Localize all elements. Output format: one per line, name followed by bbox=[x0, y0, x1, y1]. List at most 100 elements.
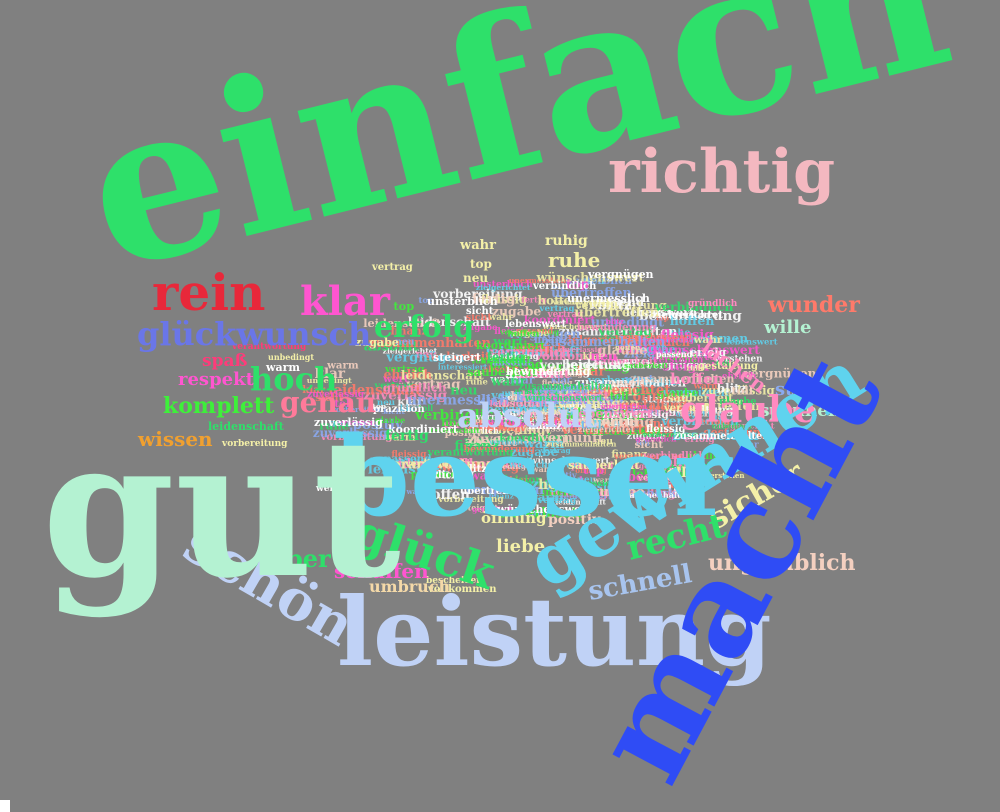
filler-word: passend bbox=[577, 415, 639, 431]
word-stark: stark bbox=[775, 379, 828, 400]
filler-word: erfolg bbox=[552, 394, 588, 406]
filler-word: finanz bbox=[611, 449, 647, 461]
filler-word: zugabe bbox=[510, 445, 558, 459]
filler-word: sauberkeit bbox=[540, 381, 604, 394]
filler-word: verbindlich bbox=[414, 408, 503, 424]
word-liebe: liebe bbox=[496, 536, 545, 557]
filler-word: ruhig bbox=[618, 342, 657, 357]
filler-word: absolut bbox=[495, 397, 540, 410]
filler-word: neu bbox=[590, 350, 618, 365]
filler-word: vorbereitung bbox=[432, 286, 523, 301]
filler-word: gestaltung bbox=[621, 398, 691, 412]
filler-word: neu bbox=[655, 478, 678, 491]
filler-word: fleissig bbox=[494, 326, 531, 337]
filler-word: vorbereitung bbox=[560, 401, 628, 412]
filler-word: ehrlich bbox=[384, 368, 433, 382]
word-bescheiden: bescheiden bbox=[426, 576, 483, 586]
filler-word: wünschenswert bbox=[653, 342, 760, 357]
filler-word: warm bbox=[592, 475, 618, 484]
filler-word: klar bbox=[526, 389, 545, 399]
filler-word: verbindlich bbox=[489, 344, 571, 359]
filler-word: passend bbox=[384, 453, 432, 465]
filler-word: übertreffen bbox=[678, 399, 761, 414]
filler-word: leidenschaft bbox=[328, 383, 422, 399]
filler-word: wünschenswert bbox=[529, 455, 611, 466]
filler-word: vergnügen bbox=[662, 386, 729, 399]
filler-word: finanz bbox=[534, 335, 568, 346]
filler-word: finanz bbox=[489, 492, 514, 501]
filler-word: vergnügen bbox=[556, 396, 639, 412]
filler-word: toll bbox=[581, 418, 602, 432]
filler-word: ruhe bbox=[529, 412, 562, 427]
filler-word: bewunderung bbox=[577, 321, 657, 333]
word-vernunft: vernunft bbox=[663, 403, 713, 414]
filler-word: neu bbox=[377, 398, 396, 408]
word-öffnung: öffnung bbox=[481, 509, 547, 527]
filler-word: hoffen bbox=[508, 391, 538, 401]
filler-word: zielgerichtet bbox=[383, 347, 438, 356]
filler-word: neu bbox=[395, 336, 415, 347]
filler-word: erfolg bbox=[516, 343, 550, 355]
filler-word: toll bbox=[636, 438, 650, 447]
filler-word: lebenswert bbox=[505, 413, 555, 423]
filler-word: zusammenhalten bbox=[519, 382, 613, 393]
filler-word: zusammenhalten bbox=[614, 490, 692, 500]
filler-word: klar bbox=[583, 351, 605, 362]
filler-word: übertreffen bbox=[574, 305, 659, 320]
filler-word: zuverlässig bbox=[514, 424, 572, 435]
word-koordiniert: koordiniert bbox=[388, 423, 459, 436]
filler-word: vollkommen bbox=[664, 331, 749, 345]
word-passend: passend bbox=[656, 349, 693, 359]
filler-word: leidenschaft bbox=[565, 357, 651, 372]
filler-word: erfolg bbox=[488, 416, 523, 428]
filler-word: vorbereitung bbox=[642, 430, 699, 439]
filler-word: top bbox=[583, 463, 604, 477]
filler-word: vergnügen bbox=[646, 360, 708, 372]
word-richtig: richtig bbox=[608, 137, 835, 207]
filler-word: erfolg bbox=[690, 346, 727, 359]
filler-word: übertreffen bbox=[550, 383, 638, 399]
filler-word: vernunft bbox=[598, 335, 642, 345]
filler-word: neu bbox=[450, 383, 478, 398]
filler-word: ehrlich bbox=[550, 395, 585, 405]
filler-word: verbindlich bbox=[661, 414, 739, 428]
word-vergnügen: vergnügen bbox=[587, 268, 654, 281]
filler-word: vertrag bbox=[405, 378, 460, 393]
filler-word: wünschenswert bbox=[524, 393, 604, 404]
word-wahr: wahr bbox=[459, 238, 496, 253]
filler-word: bescheiden bbox=[516, 390, 601, 406]
filler-word: vernunft bbox=[614, 417, 672, 431]
filler-word: hoffen bbox=[615, 343, 640, 352]
filler-word: zusammenhalten bbox=[546, 439, 617, 448]
word-verbindlich: verbindlich bbox=[532, 281, 597, 292]
filler-word: glaube bbox=[657, 387, 699, 400]
filler-word: zugabe bbox=[512, 328, 549, 339]
filler-word: bescheiden bbox=[655, 351, 711, 361]
filler-word: wünschenswert bbox=[536, 269, 645, 284]
filler-word: klar bbox=[510, 374, 535, 387]
word-unbedingt: unbedingt bbox=[268, 352, 314, 362]
filler-word: top bbox=[419, 296, 435, 306]
filler-word: verantwortung bbox=[427, 446, 514, 458]
filler-word: gestaltung bbox=[499, 508, 548, 518]
corner-mark bbox=[0, 800, 10, 812]
filler-word: ruhig bbox=[757, 402, 796, 417]
word-absolut: absolut bbox=[457, 396, 598, 436]
filler-word: vorbereitung bbox=[587, 375, 666, 387]
word-verstehen: verstehen bbox=[705, 471, 744, 480]
filler-word: warm bbox=[527, 490, 563, 504]
filler-word: bewunderung bbox=[511, 389, 603, 403]
filler-word: absolut bbox=[505, 367, 559, 382]
word-ehrlich: ehrlich bbox=[419, 470, 460, 481]
filler-word: leidenschaft bbox=[430, 426, 480, 435]
filler-word: unsterblich bbox=[676, 410, 724, 419]
filler-word: zusammenhalten bbox=[543, 335, 666, 350]
filler-word: absolut bbox=[364, 339, 420, 354]
filler-word: klar bbox=[397, 395, 423, 409]
filler-word: vertrag bbox=[539, 304, 575, 314]
filler-word: positiv bbox=[547, 470, 578, 480]
filler-word: blitz bbox=[606, 317, 624, 326]
filler-word: fleissig bbox=[391, 450, 426, 460]
filler-word: zuverlässig bbox=[602, 409, 669, 421]
filler-word: leidenschaft bbox=[370, 456, 435, 467]
